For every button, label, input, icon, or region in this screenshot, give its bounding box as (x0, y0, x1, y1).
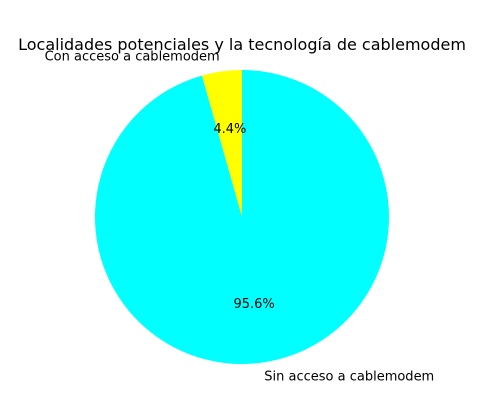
pie-pct-label-con-acceso-a-cablemodem: 4.4% (213, 122, 246, 137)
pie-label-con-acceso-a-cablemodem: Con acceso a cablemodem (45, 49, 220, 64)
pie-label-sin-acceso-a-cablemodem: Sin acceso a cablemodem (264, 370, 434, 385)
pie-slice-con-acceso-a-cablemodem (201, 70, 242, 217)
pie-labels: 4.4% Con acceso a cablemodem 95.6% Sin acce… (45, 49, 435, 384)
chart-title: Localidades potenciales y la tecnología … (18, 35, 466, 54)
pie-slice-sin-acceso-a-cablemodem (94, 70, 389, 364)
pie-slices (94, 70, 389, 364)
pie-pct-label-sin-acceso-a-cablemodem: 95.6% (233, 297, 274, 312)
